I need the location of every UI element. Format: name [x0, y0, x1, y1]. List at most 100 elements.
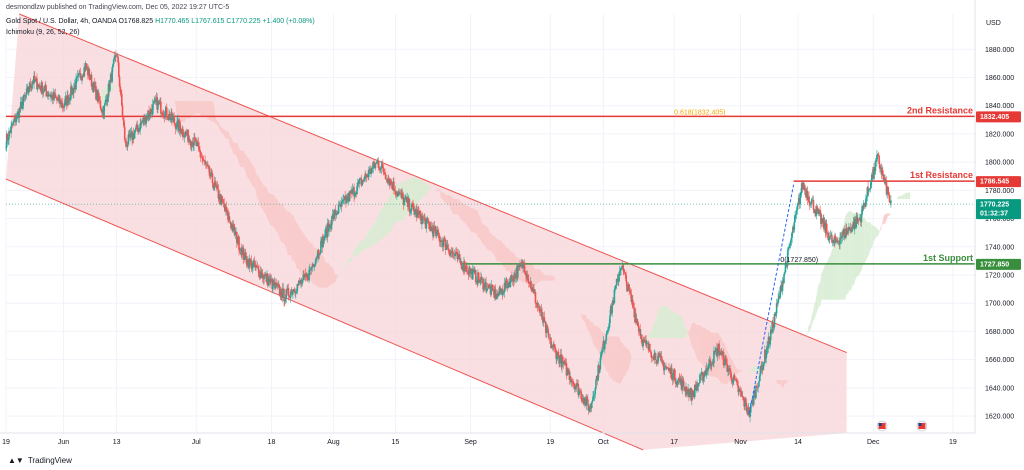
cloud-segment — [483, 224, 486, 246]
candle-body — [483, 288, 485, 290]
candle-body — [851, 227, 853, 232]
candle-body — [702, 377, 705, 382]
candle-body — [738, 389, 741, 390]
cloud-segment — [859, 213, 862, 273]
candle-body — [553, 345, 556, 348]
cloud-segment — [818, 282, 821, 308]
cloud-segment — [303, 234, 306, 280]
cloud-segment — [398, 182, 400, 221]
candle-body — [377, 161, 380, 168]
candle-body — [410, 209, 412, 212]
cloud-segment — [445, 194, 447, 205]
candle-body — [469, 270, 472, 274]
candle-body — [399, 192, 402, 194]
candle-body — [579, 390, 582, 392]
cloud-segment — [749, 370, 751, 372]
candle-body — [121, 105, 124, 117]
candle-body — [449, 252, 452, 256]
cloud-segment — [477, 211, 480, 238]
candle-body — [361, 180, 363, 186]
candle-body — [150, 108, 153, 111]
candle-body — [354, 193, 356, 197]
cloud-segment — [837, 236, 840, 300]
y-tick-label: 1640.000 — [985, 385, 1014, 392]
candle-body — [511, 274, 513, 279]
candle-body — [295, 292, 297, 294]
cloud-segment — [842, 224, 844, 300]
candle-body — [665, 366, 668, 368]
cloud-segment — [196, 101, 198, 114]
cloud-segment — [432, 186, 434, 188]
candle-body — [860, 214, 863, 223]
cloud-segment — [809, 317, 812, 332]
cloud-segment — [721, 337, 723, 384]
candle-body — [41, 82, 43, 94]
cloud-segment — [659, 307, 661, 339]
cloud-segment — [554, 276, 557, 283]
candle-body — [129, 133, 132, 138]
cloud-segment — [786, 380, 788, 384]
candle-body — [19, 101, 22, 110]
cloud-segment — [531, 262, 533, 285]
cloud-segment — [442, 192, 445, 202]
candle-body — [384, 174, 386, 175]
candle-body — [126, 144, 129, 148]
candle-body — [630, 293, 633, 302]
cloud-segment — [908, 191, 911, 199]
cloud-segment — [424, 182, 427, 195]
cloud-segment — [590, 320, 592, 338]
candle-body — [633, 308, 636, 318]
cloud-segment — [228, 132, 231, 148]
tradingview-brand: ▲▼ TradingView — [8, 456, 72, 465]
candle-body — [828, 236, 831, 239]
candle-body — [502, 292, 505, 294]
candle-body — [10, 125, 12, 134]
cloud-segment — [690, 322, 692, 347]
candle-body — [865, 198, 867, 207]
candle-body — [157, 101, 160, 104]
cloud-segment — [534, 267, 536, 286]
cloud-segment — [587, 318, 589, 332]
candle-body — [328, 224, 330, 232]
cloud-segment — [278, 203, 281, 241]
candle-body — [310, 266, 313, 271]
candle-body — [189, 140, 192, 146]
cloud-segment — [479, 215, 481, 241]
candle-body — [160, 101, 162, 114]
cloud-segment — [553, 276, 555, 281]
candle-body — [593, 394, 596, 396]
level-annotation: 2nd Resistance — [907, 105, 973, 115]
candle-body — [56, 97, 58, 101]
cloud-segment — [703, 327, 706, 368]
candle-body — [636, 318, 639, 322]
candle-body — [576, 383, 579, 385]
cloud-segment — [446, 194, 449, 206]
us-flag-stripes — [918, 423, 926, 429]
candle-body — [592, 396, 594, 402]
cloud-segment — [876, 227, 878, 237]
candle-body — [499, 287, 501, 294]
cloud-segment — [500, 240, 502, 262]
candle-body — [141, 121, 144, 123]
candle-body — [772, 321, 774, 328]
cloud-segment — [262, 183, 265, 213]
cloud-segment — [508, 249, 511, 274]
cloud-segment — [113, 85, 116, 91]
indicator-legend[interactable]: Ichimoku (9, 26, 52, 26) — [6, 29, 80, 36]
symbol-name[interactable]: Gold Spot / U.S. Dollar, 4h, OANDA — [6, 18, 117, 25]
cloud-segment — [359, 240, 362, 253]
cloud-segment — [705, 328, 707, 370]
candle-body — [623, 269, 625, 272]
cloud-segment — [205, 101, 207, 118]
candle-body — [685, 386, 688, 395]
cloud-segment — [259, 178, 262, 208]
candle-body — [536, 302, 539, 307]
candle-body — [758, 375, 761, 382]
candle-body — [825, 223, 828, 233]
candle-body — [614, 289, 616, 290]
candle-body — [318, 254, 321, 255]
candle-body — [199, 152, 202, 158]
candle-body — [90, 74, 93, 87]
cloud-segment — [677, 314, 679, 339]
